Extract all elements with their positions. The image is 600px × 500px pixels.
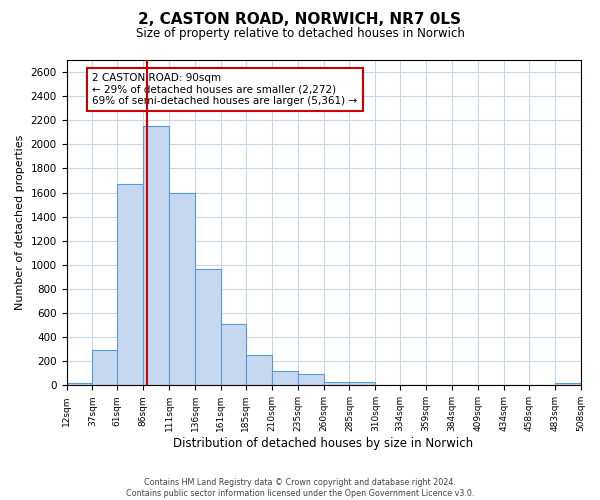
- Bar: [554, 383, 581, 386]
- Bar: [118, 184, 143, 386]
- Bar: [67, 383, 92, 386]
- Bar: [504, 384, 529, 386]
- Text: 2, CASTON ROAD, NORWICH, NR7 0LS: 2, CASTON ROAD, NORWICH, NR7 0LS: [139, 12, 461, 28]
- Bar: [478, 384, 504, 386]
- Bar: [272, 371, 298, 386]
- Bar: [92, 350, 118, 386]
- Bar: [426, 384, 452, 386]
- Bar: [529, 384, 554, 386]
- Bar: [221, 324, 246, 386]
- X-axis label: Distribution of detached houses by size in Norwich: Distribution of detached houses by size …: [173, 437, 473, 450]
- Bar: [400, 384, 426, 386]
- Bar: [169, 192, 195, 386]
- Text: Contains HM Land Registry data © Crown copyright and database right 2024.
Contai: Contains HM Land Registry data © Crown c…: [126, 478, 474, 498]
- Text: 2 CASTON ROAD: 90sqm
← 29% of detached houses are smaller (2,272)
69% of semi-de: 2 CASTON ROAD: 90sqm ← 29% of detached h…: [92, 73, 358, 106]
- Y-axis label: Number of detached properties: Number of detached properties: [15, 135, 25, 310]
- Bar: [143, 126, 169, 386]
- Bar: [452, 384, 478, 386]
- Text: Size of property relative to detached houses in Norwich: Size of property relative to detached ho…: [136, 28, 464, 40]
- Bar: [349, 382, 376, 386]
- Bar: [246, 354, 272, 386]
- Bar: [195, 269, 221, 386]
- Bar: [323, 382, 349, 386]
- Bar: [376, 384, 400, 386]
- Bar: [298, 374, 323, 386]
